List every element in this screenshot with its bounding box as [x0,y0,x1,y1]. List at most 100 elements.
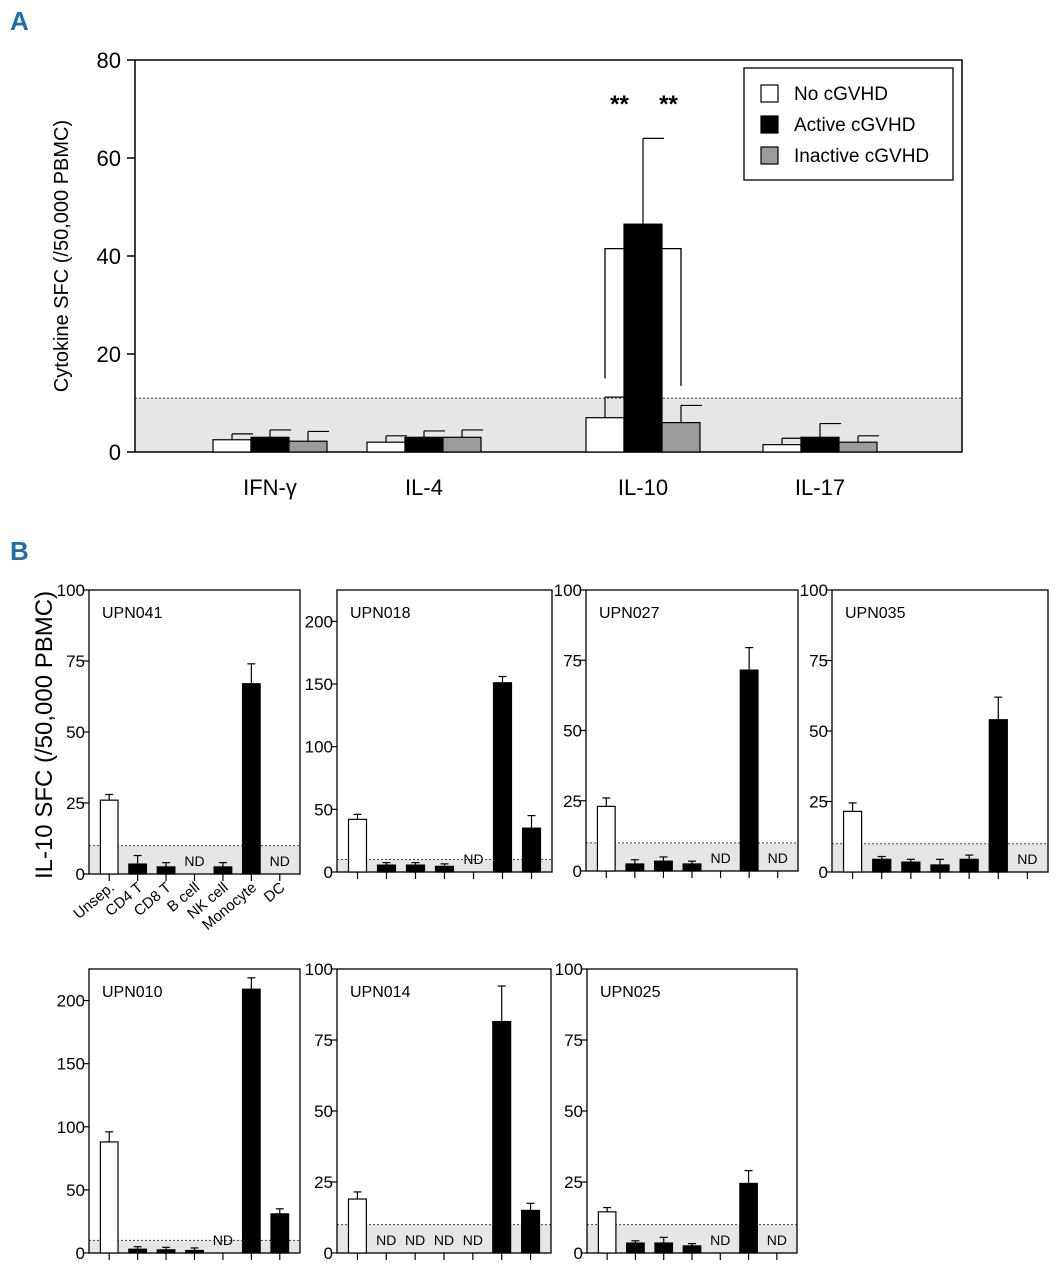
bar [156,866,176,875]
bar [250,436,290,453]
significance-bracket [604,248,631,379]
y-tick-label: 0 [324,1244,333,1263]
subplot-title: UPN041 [102,605,163,622]
legend-box [743,67,954,181]
plot-frame [336,968,552,1254]
subplot-title: UPN014 [350,984,411,1001]
bar [241,683,261,875]
y-tick-label: 50 [809,722,828,741]
bar [653,860,673,872]
bar [597,1211,617,1254]
legend-swatch [760,115,779,134]
nd-label: ND [767,1232,787,1248]
panel-a-label: A [10,6,29,36]
subplot: 0 50 100 150 200 UPN010 ND [57,968,301,1263]
subplot-title: UPN025 [600,984,661,1001]
nd-label: ND [768,850,788,866]
bar [800,436,840,453]
bar [366,441,406,453]
nd-label: ND [434,1232,454,1248]
bar [988,719,1008,873]
bar [347,818,368,873]
y-tick-label: 75 [66,652,85,671]
bar [128,863,148,875]
y-tick-label: 50 [563,722,582,741]
nd-label: ND [184,853,204,869]
subplot: 0 25 50 75 100 UPN014 ND ND ND ND [305,960,552,1263]
nd-label: ND [463,851,483,867]
bar [99,1141,119,1254]
subplot-title: UPN027 [599,605,660,622]
bar [404,436,444,453]
plot-frame [586,968,798,1254]
y-tick-label: 0 [76,865,85,884]
legend-swatch [760,84,779,103]
y-tick-label: 40 [97,244,121,269]
nd-label: ND [1017,851,1037,867]
nd-label: ND [376,1232,396,1248]
x-category-label: IL-4 [405,475,443,500]
y-tick-label: 50 [314,1102,333,1121]
bar [623,223,663,453]
bar [842,810,863,873]
bar [930,864,950,873]
plot-frame [831,589,1049,873]
y-tick-label: 25 [314,1173,333,1192]
subplot: 0 25 50 75 100 UPN025 ND ND [555,960,798,1263]
y-tick-label: 0 [819,863,828,882]
bar [213,866,233,875]
bar [376,864,397,873]
bar [442,436,482,453]
plot-frame [88,968,301,1254]
legend-label: Active cGVHD [794,115,915,136]
bar [682,1245,702,1254]
bar [739,1182,758,1254]
y-tick-label: 20 [97,342,121,367]
y-tick-label: 50 [314,800,333,819]
y-tick-label: 0 [109,440,121,465]
y-tick-label: 0 [76,1244,85,1263]
bar [901,861,921,873]
y-tick-label: 100 [305,960,333,979]
threshold-band [89,845,300,874]
y-tick-label: 200 [305,612,333,631]
y-tick-label: 100 [305,738,333,757]
x-category-label: DC [261,879,289,906]
bar [521,1209,541,1254]
bar [270,1213,290,1254]
bar [99,799,119,875]
y-tick-label: 0 [574,1244,583,1263]
subplot: 0 25 50 75 100 UPN027 ND ND [554,581,799,881]
y-tick-label: 200 [57,992,85,1011]
subplot-title: UPN010 [102,984,163,1001]
bar [838,441,878,453]
y-tick-label: 50 [66,723,85,742]
significance-label: ** [659,91,678,118]
nd-label: ND [270,853,290,869]
y-tick-label: 50 [564,1102,583,1121]
y-tick-label: 100 [554,581,582,600]
bar [872,858,892,873]
bar [596,805,616,872]
y-axis-label: Cytokine SFC (/50,000 PBMC) [51,120,73,392]
bar [405,864,426,873]
y-tick-label: 50 [66,1181,85,1200]
bar [521,827,542,873]
y-tick-label: 25 [564,1173,583,1192]
subplot-title: UPN018 [350,605,411,622]
bar [585,417,625,453]
y-tick-label: 25 [563,792,582,811]
significance-bracket [651,248,682,386]
x-category-label: IL-10 [618,475,668,500]
x-category-label: IFN-γ [243,475,297,500]
subplot-title: UPN035 [845,605,906,622]
plot-frame [88,589,301,875]
x-category-label: IL-17 [795,475,845,500]
y-tick-label: 0 [573,862,582,881]
y-axis-label: IL-10 SFC (/50,000 PBMC) [31,591,58,879]
threshold-band [337,1224,551,1253]
panel-b-label: B [10,536,29,566]
bar [682,863,702,872]
